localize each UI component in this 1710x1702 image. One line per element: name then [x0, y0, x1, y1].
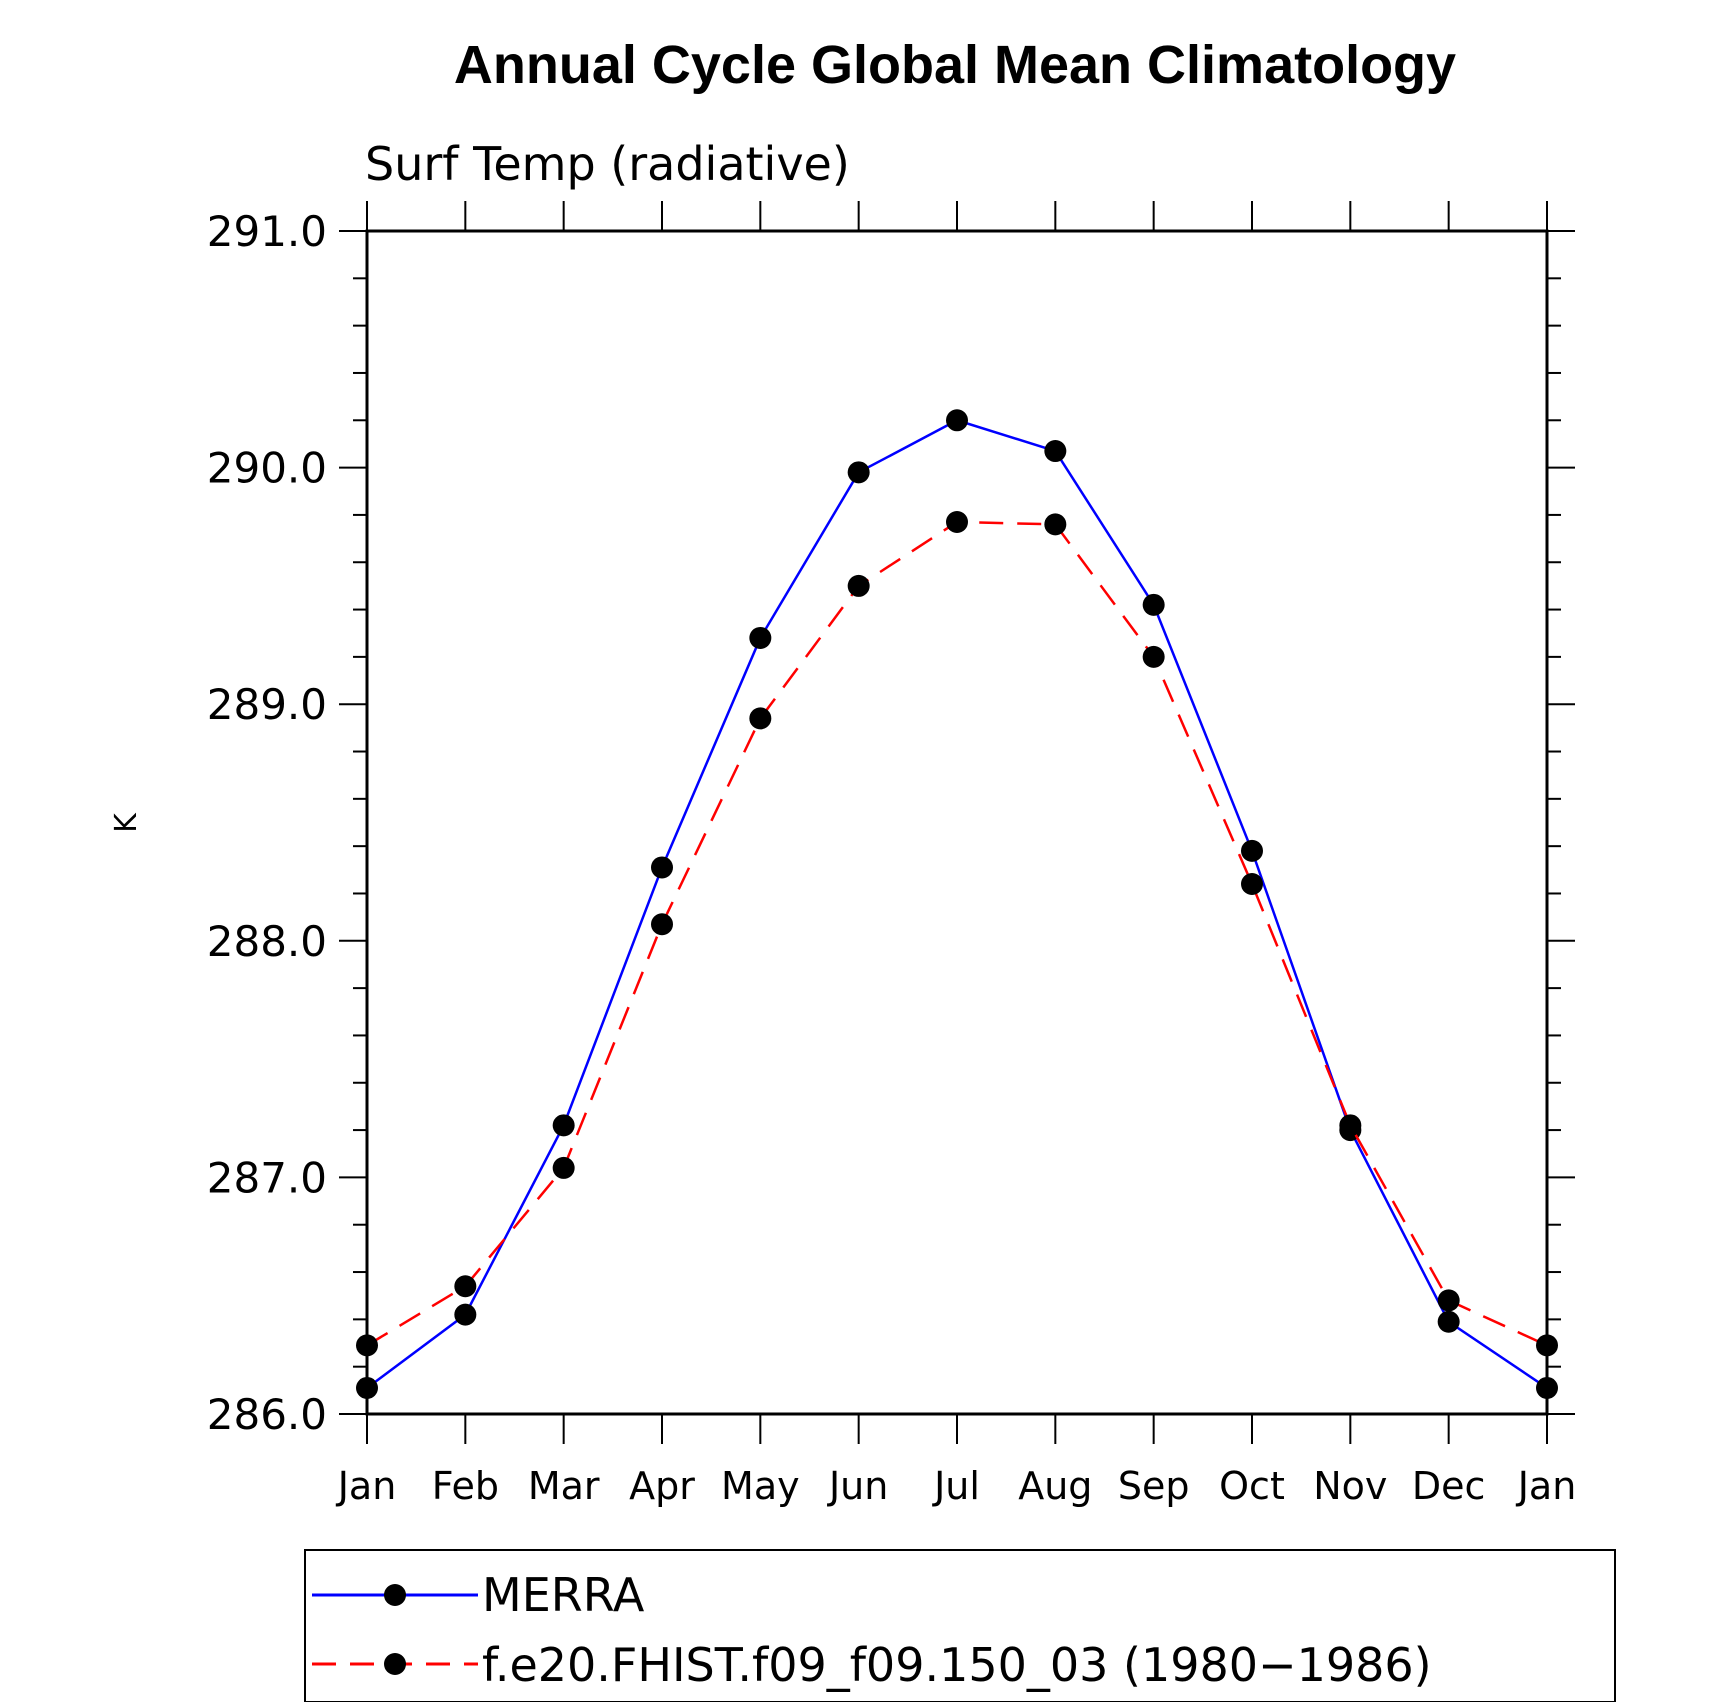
x-tick-labels: Jan Feb Mar Apr May Jun Jul Aug Sep Oct Nov Dec Jan [336, 1464, 1577, 1508]
x-tick-label: Jan [336, 1464, 397, 1508]
x-tick-label: Nov [1313, 1464, 1387, 1508]
y-tick-label: 291.0 [207, 207, 327, 256]
data-point [946, 511, 968, 534]
x-tick-label: Jun [827, 1464, 888, 1508]
series-1 [356, 511, 1558, 1357]
data-point [552, 1114, 575, 1137]
x-tick-label: Jan [1516, 1464, 1577, 1508]
data-point [847, 461, 870, 484]
x-tick-label: Dec [1412, 1464, 1486, 1508]
y-axis-label: K [109, 812, 144, 833]
y-tick-label: 288.0 [207, 917, 327, 966]
x-tick-label: May [721, 1464, 800, 1508]
axis-ticks [339, 201, 1575, 1444]
y-tick-label: 286.0 [207, 1390, 327, 1439]
y-tick-label: 290.0 [207, 444, 327, 493]
x-tick-label: Mar [528, 1464, 600, 1508]
legend-marker-merra [384, 1584, 406, 1606]
x-tick-label: Feb [432, 1464, 499, 1508]
x-tick-label: Jul [932, 1464, 980, 1508]
plot-frame [365, 229, 1549, 1416]
legend-box [304, 1549, 1616, 1702]
data-point [946, 409, 968, 432]
data-point [1437, 1310, 1460, 1333]
data-point [1044, 513, 1067, 536]
data-point [651, 856, 673, 879]
legend-marker-model [384, 1653, 406, 1675]
legend-label-model: f.e20.FHIST.f09_f09.150_03 (1980−1986) [482, 1638, 1432, 1692]
data-point [1241, 839, 1263, 862]
series-layer [356, 409, 1558, 1399]
data-point [454, 1303, 477, 1326]
y-tick-labels: 286.0 287.0 288.0 289.0 290.0 291.0 [207, 207, 327, 1439]
y-tick-label: 289.0 [207, 680, 327, 729]
series-line [366, 418, 1548, 1390]
legend: MERRA f.e20.FHIST.f09_f09.150_03 (1980−1… [304, 1549, 1616, 1702]
data-point [454, 1275, 477, 1298]
data-point [1339, 1114, 1362, 1137]
data-point [1142, 593, 1165, 616]
series-line [366, 520, 1548, 1347]
data-point [1437, 1289, 1460, 1312]
legend-label-merra: MERRA [482, 1568, 645, 1622]
x-tick-label: Sep [1118, 1464, 1190, 1508]
x-tick-label: Aug [1018, 1464, 1092, 1508]
data-point [1142, 645, 1165, 668]
data-point [552, 1156, 575, 1179]
data-point [749, 626, 772, 649]
data-point [1241, 873, 1263, 896]
chart-subtitle: Surf Temp (radiative) [365, 137, 850, 191]
data-point [749, 707, 772, 730]
chart-title: Annual Cycle Global Mean Climatology [454, 35, 1456, 95]
x-tick-label: Oct [1219, 1464, 1285, 1508]
x-tick-label: Apr [629, 1464, 695, 1508]
y-tick-label: 287.0 [207, 1153, 327, 1202]
data-point [1044, 440, 1067, 463]
data-point [847, 574, 870, 597]
data-point [651, 913, 673, 936]
series-0 [356, 409, 1558, 1399]
